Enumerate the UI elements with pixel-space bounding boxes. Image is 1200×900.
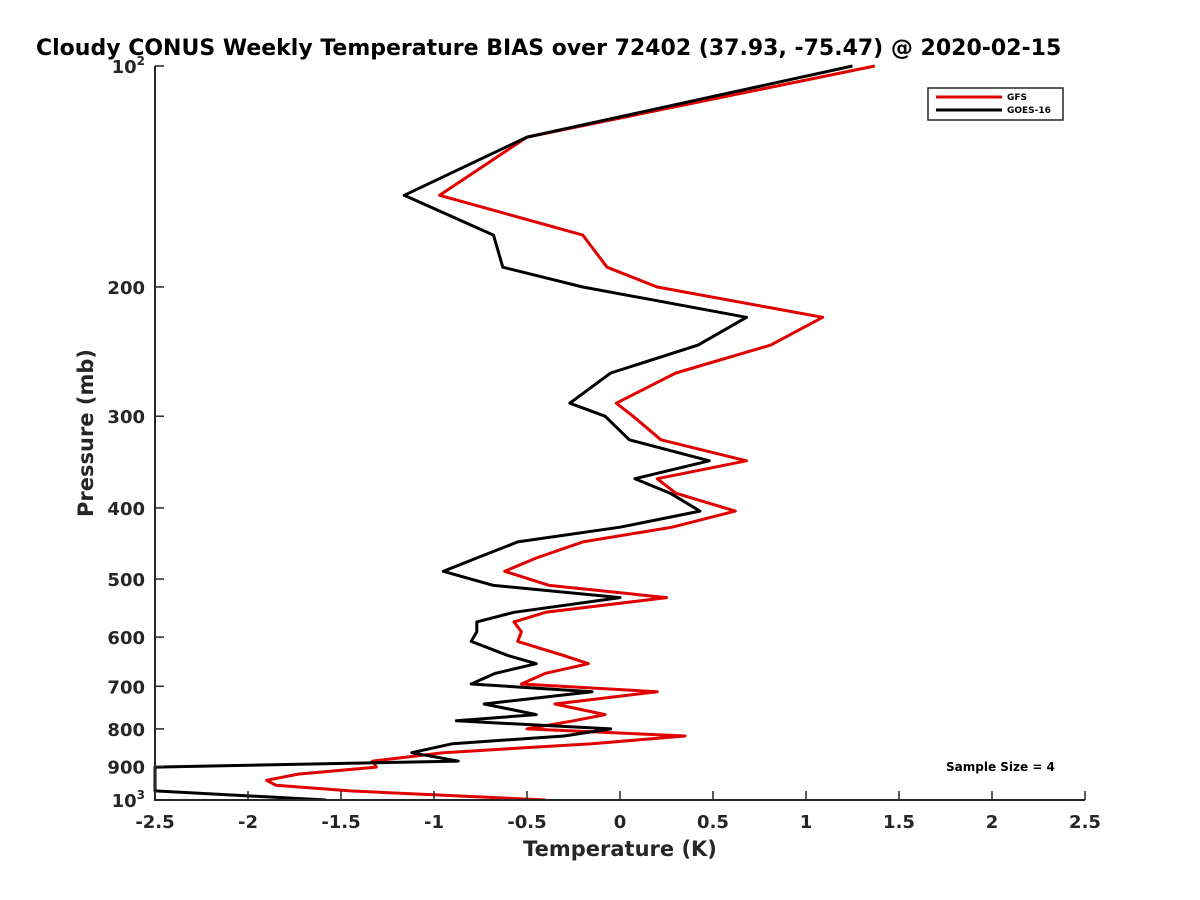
legend-label-gfs: GFS	[1007, 93, 1027, 103]
legend: GFS GOES-16	[927, 87, 1064, 121]
x-tick-label: 2	[986, 812, 999, 833]
sample-size-annotation: Sample Size = 4	[946, 760, 1055, 774]
y-tick-label: 300	[107, 407, 145, 428]
x-tick-label: 0	[614, 812, 627, 833]
x-tick-label: 2.5	[1069, 812, 1101, 833]
y-axis-ticks: 102 200 300 400 500 600 700 800 900 103	[107, 54, 164, 812]
x-tick-label: 1.5	[883, 812, 915, 833]
x-tick-label: 1	[800, 812, 813, 833]
y-tick-label: 500	[107, 570, 145, 591]
series-line-goes16	[153, 64, 853, 800]
chart-title: Cloudy CONUS Weekly Temperature BIAS ove…	[36, 36, 1061, 61]
y-tick-label: 200	[107, 278, 145, 299]
y-tick-label: 600	[107, 628, 145, 649]
y-tick-label: 800	[107, 720, 145, 741]
x-tick-label: -0.5	[507, 812, 546, 833]
x-tick-label: -1.5	[321, 812, 360, 833]
x-tick-label: 0.5	[697, 812, 729, 833]
x-axis-ticks: -2.5 -2 -1.5 -1 -0.5 0 0.5 1 1.5 2 2.5	[135, 791, 1101, 833]
x-tick-label: -2	[238, 812, 258, 833]
series-layer	[153, 64, 876, 800]
y-axis-label: Pressure (mb)	[74, 349, 98, 517]
legend-box	[927, 87, 1064, 121]
y-tick-label: 900	[107, 757, 145, 778]
y-tick-label: 400	[107, 499, 145, 520]
y-tick-label: 103	[112, 788, 145, 812]
y-tick-label: 700	[107, 677, 145, 698]
legend-label-goes16: GOES-16	[1007, 106, 1051, 116]
x-tick-label: -1	[424, 812, 444, 833]
x-tick-label: -2.5	[135, 812, 174, 833]
series-line-gfs	[265, 64, 876, 800]
y-tick-label: 102	[112, 54, 145, 78]
x-axis-label: Temperature (K)	[523, 837, 717, 861]
